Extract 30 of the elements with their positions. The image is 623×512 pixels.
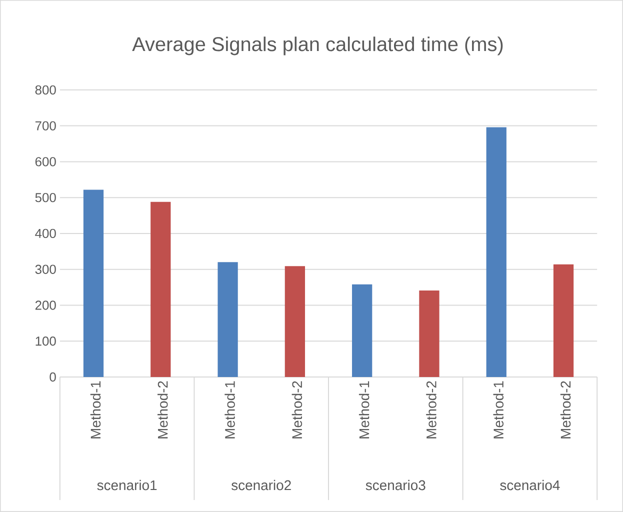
bar [83, 190, 104, 378]
y-tick-label: 200 [35, 300, 56, 310]
chart-title: Average Signals plan calculated time (ms) [132, 36, 503, 56]
x-tick-label: Method-2 [560, 381, 571, 438]
x-tick-label: Method-1 [493, 381, 504, 438]
y-tick-label: 0 [50, 372, 56, 382]
bar [419, 290, 440, 378]
y-tick-label: 300 [35, 264, 56, 274]
y-tick-label: 600 [35, 157, 56, 166]
bar [150, 202, 171, 378]
text: scenario1 [97, 480, 157, 490]
bar [486, 127, 506, 378]
x-tick-label: Method-2 [426, 381, 436, 438]
bar [553, 264, 574, 378]
x-tick-label: Method-2 [158, 381, 168, 438]
text: scenario4 [500, 480, 560, 490]
bar [218, 262, 238, 378]
y-tick-label: 800 [35, 85, 56, 95]
bar [352, 284, 372, 378]
bar [284, 266, 306, 378]
x-tick-label: Method-1 [90, 381, 101, 438]
text: scenario3 [366, 480, 426, 490]
x-tick-label: Method-1 [358, 381, 370, 438]
y-tick-label: 500 [35, 193, 56, 202]
y-tick-label: 700 [35, 121, 56, 130]
x-tick-label: Method-2 [292, 381, 302, 438]
text: scenario2 [232, 480, 291, 490]
y-tick-label: 400 [35, 228, 56, 238]
y-tick-label: 100 [36, 336, 56, 346]
x-tick-label: Method-1 [224, 381, 235, 438]
